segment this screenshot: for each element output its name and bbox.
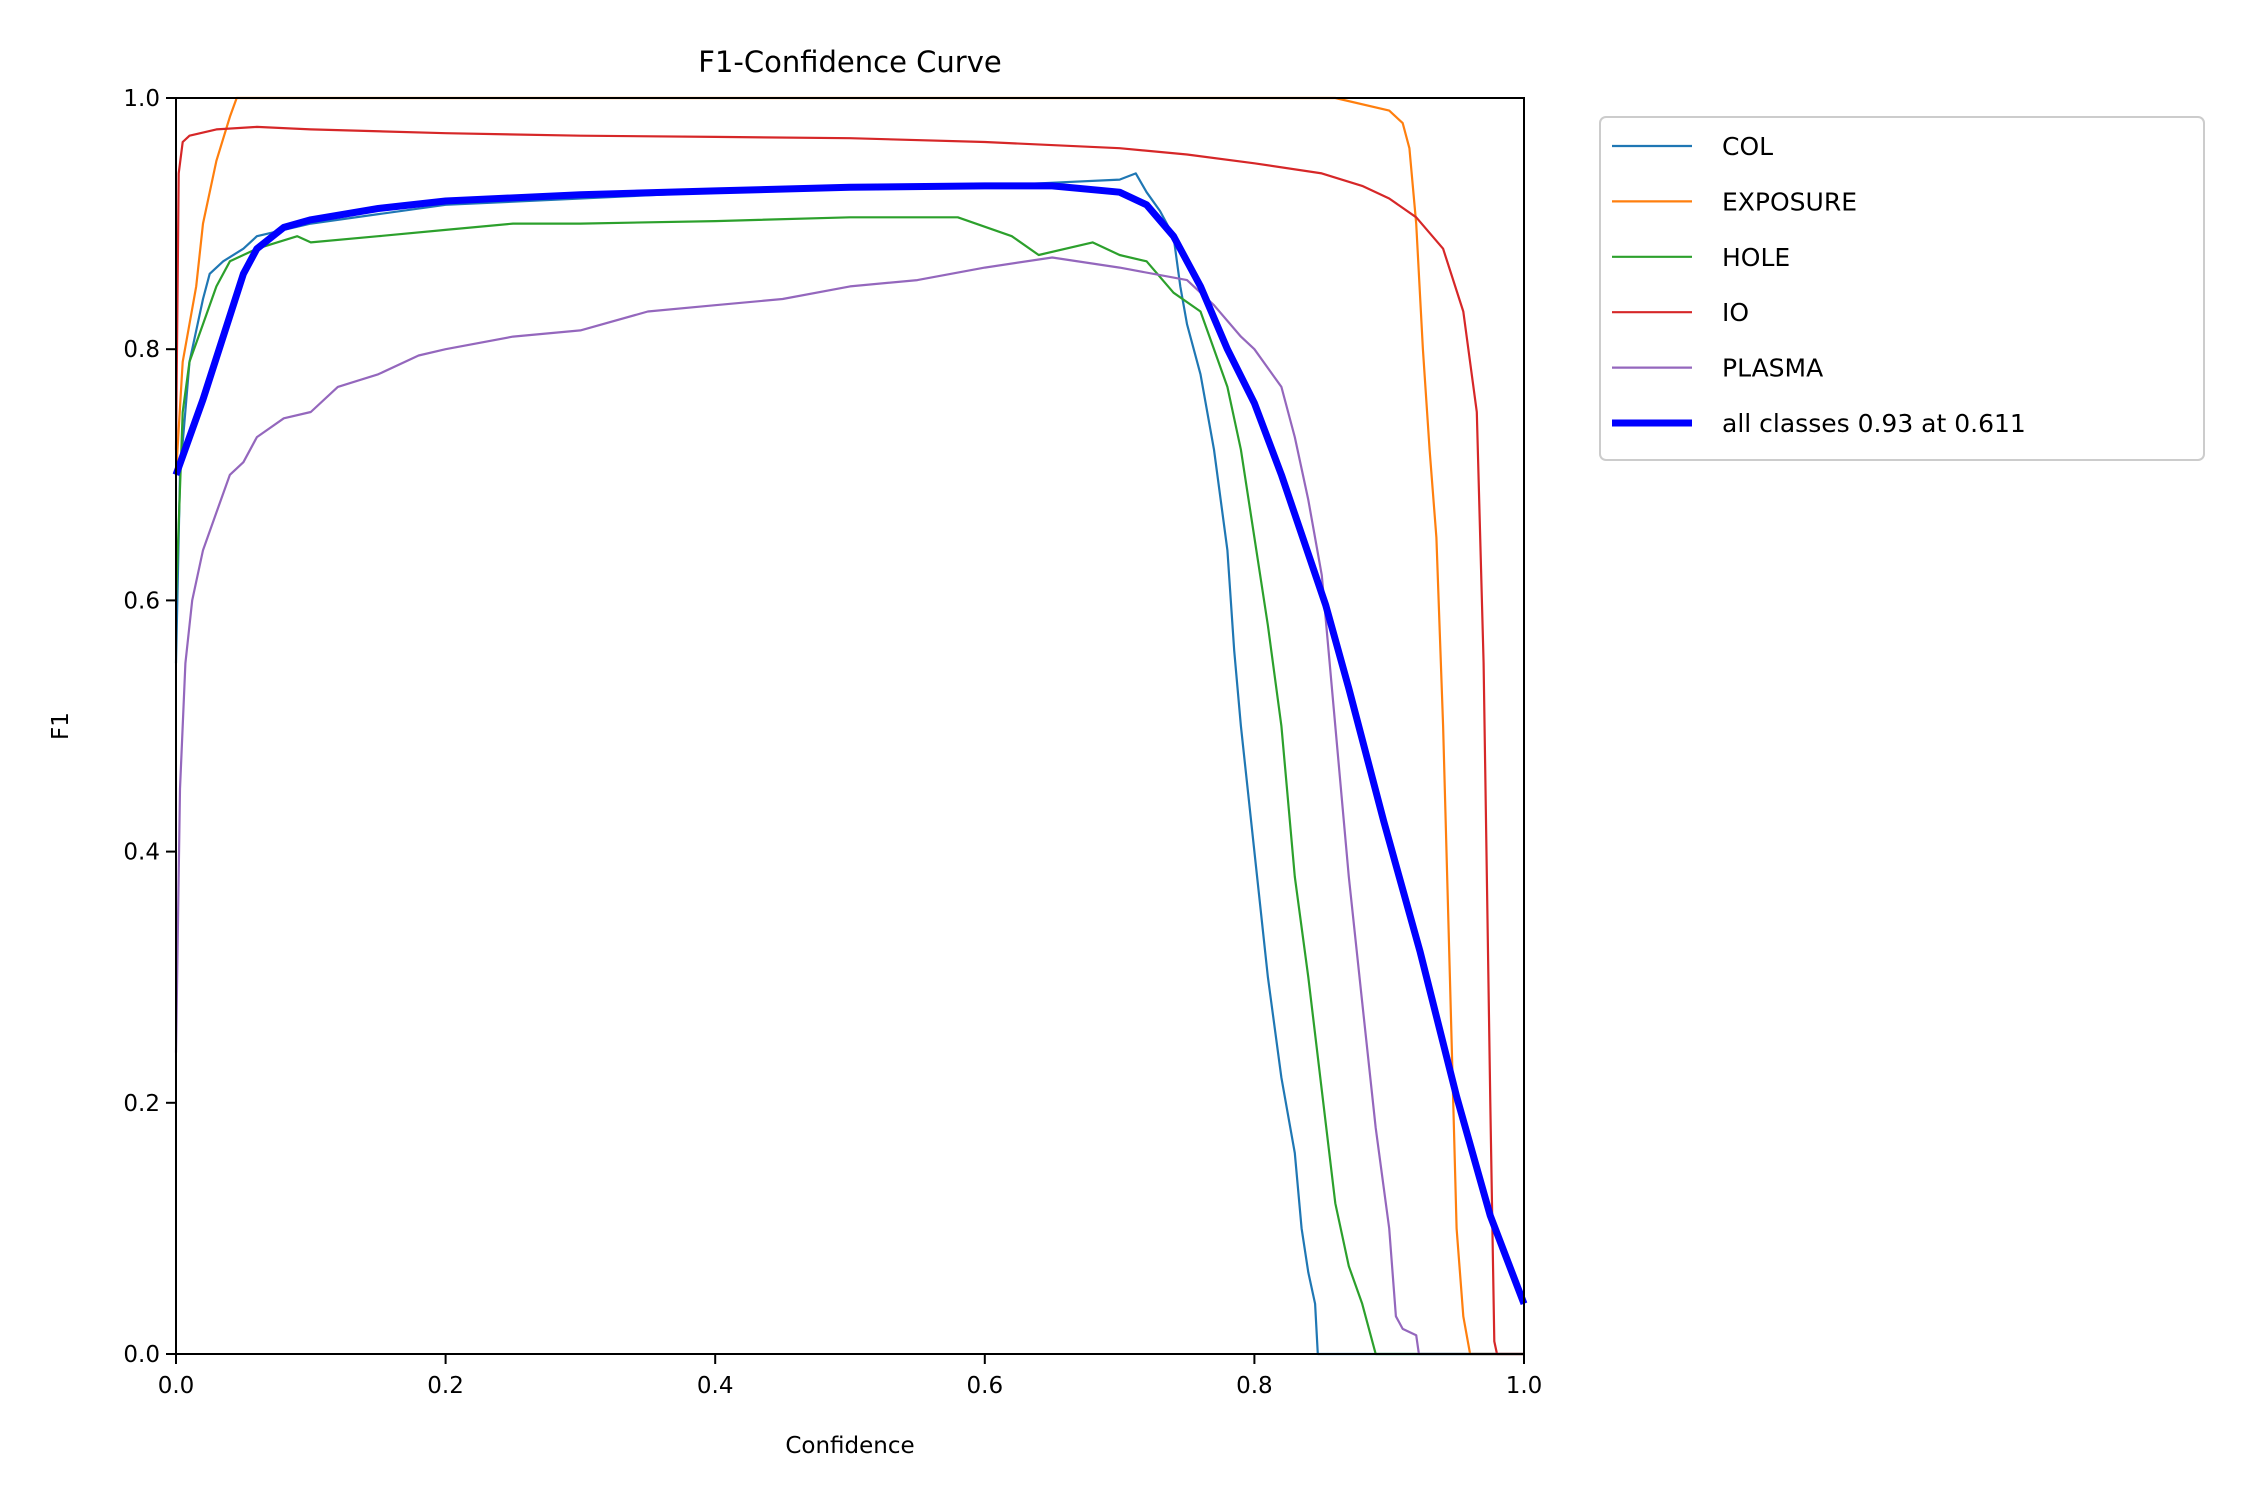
- y-tick-label: 0.0: [123, 1342, 160, 1368]
- y-tick-label: 0.8: [123, 337, 160, 363]
- x-tick-label: 0.0: [158, 1373, 195, 1399]
- series-line-io: [174, 125, 1524, 1356]
- plot-frame: [175, 97, 1525, 1355]
- series-line-plasma: [174, 256, 1524, 1356]
- legend-frame: [1599, 116, 2205, 461]
- series-line-hole: [174, 216, 1524, 1356]
- legend-label-all: all classes 0.93 at 0.611: [1722, 409, 2026, 438]
- y-tick-label: 0.4: [123, 840, 160, 866]
- y-tick-label: 0.2: [123, 1091, 160, 1117]
- y-tick-label: 0.6: [123, 588, 160, 614]
- x-axis: 0.0 0.2 0.4 0.6 0.8 1.0: [158, 1354, 1543, 1399]
- legend: COL EXPOSURE HOLE IO PLASMA all classes 0.93 …: [1599, 116, 2205, 461]
- legend-label-exposure: EXPOSURE: [1722, 187, 1857, 216]
- x-axis-label: Confidence: [785, 1433, 914, 1459]
- legend-label-io: IO: [1722, 298, 1749, 327]
- legend-label-plasma: PLASMA: [1722, 354, 1823, 383]
- x-tick-label: 0.2: [427, 1373, 464, 1399]
- x-tick-label: 1.0: [1506, 1373, 1543, 1399]
- y-axis-label: F1: [48, 712, 74, 740]
- y-axis: 0.0 0.2 0.4 0.6 0.8 1.0: [123, 86, 176, 1368]
- legend-label-col: COL: [1722, 132, 1773, 161]
- series-line-all: [172, 182, 1528, 1306]
- chart-title: F1-Confidence Curve: [698, 45, 1001, 79]
- x-tick-label: 0.8: [1236, 1373, 1273, 1399]
- series-layer: [172, 96, 1528, 1356]
- legend-label-hole: HOLE: [1722, 243, 1790, 272]
- x-tick-label: 0.4: [697, 1373, 734, 1399]
- x-tick-label: 0.6: [967, 1373, 1004, 1399]
- series-line-exposure: [174, 96, 1524, 1356]
- y-tick-label: 1.0: [123, 86, 160, 112]
- series-line-col: [174, 172, 1524, 1356]
